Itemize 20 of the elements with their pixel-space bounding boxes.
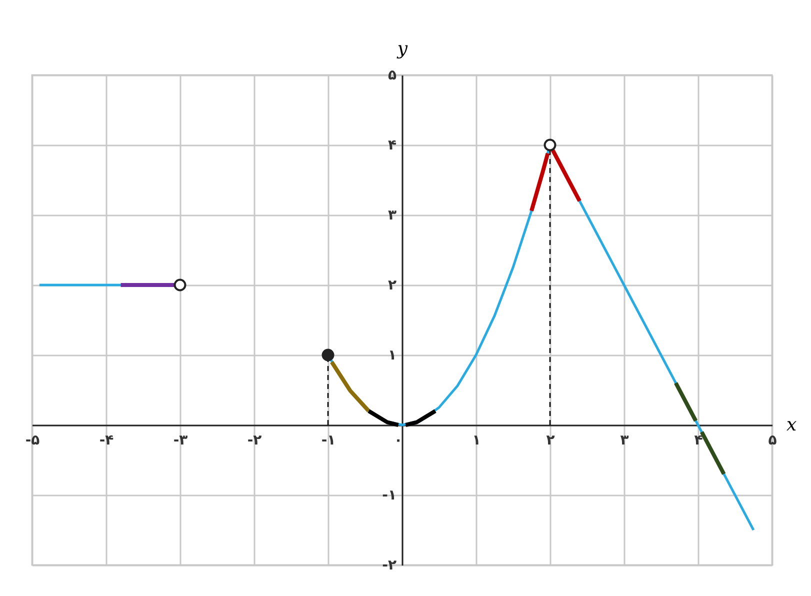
x-tick-label: -۴ [99, 432, 114, 448]
y-tick-label: ۱ [388, 348, 396, 364]
x-tick-label: ۴ [694, 432, 704, 448]
x-tick-label: -۳ [173, 432, 188, 448]
y-tick-label: ۳ [388, 208, 397, 224]
y-axis-title: y [396, 38, 408, 60]
x-tick-label: -۲ [247, 432, 262, 448]
x-axis-title: x [786, 414, 797, 436]
x-tick-label: -۵ [25, 432, 40, 448]
x-tick-label: -۱ [321, 432, 336, 448]
y-tick-label: ۲ [388, 278, 397, 294]
y-tick-label: ۵ [388, 68, 397, 84]
y-tick-label: ۴ [388, 138, 397, 154]
x-tick-label: ۵ [768, 432, 778, 448]
x-tick-label: ۰ [394, 432, 402, 448]
x-tick-label: ۲ [546, 432, 556, 448]
x-tick-label: ۳ [620, 432, 630, 448]
x-tick-label: ۱ [472, 432, 481, 448]
y-tick-label: -۱ [382, 488, 396, 504]
y-tick-label: -۲ [382, 558, 397, 574]
